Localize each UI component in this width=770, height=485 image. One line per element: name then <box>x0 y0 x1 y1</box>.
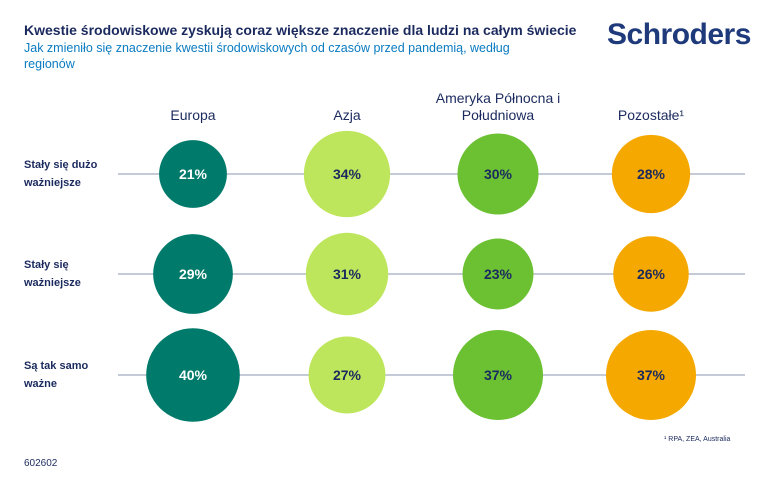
bubble <box>611 134 691 214</box>
data-label: 34% <box>333 166 362 182</box>
column-label: Pozostałe¹ <box>617 107 685 123</box>
column-label: Ameryka Północna i Południowa <box>435 90 561 123</box>
bubble <box>613 236 689 312</box>
data-label: 26% <box>637 266 666 282</box>
bubble <box>159 140 227 208</box>
column-label: Europa <box>170 107 216 123</box>
bubble <box>153 234 233 314</box>
chart-subtitle: Jak zmieniło się znaczenie kwestii środo… <box>24 41 510 71</box>
data-label: 23% <box>484 266 513 282</box>
data-label: 37% <box>484 367 513 383</box>
bubble <box>457 133 539 215</box>
data-label: 30% <box>484 166 513 182</box>
schroders-logo: Schroders <box>607 18 751 51</box>
data-label: 40% <box>179 367 208 383</box>
data-label: 31% <box>333 266 362 282</box>
row-label: Stały się ważniejsze <box>24 259 81 289</box>
bubble <box>308 336 386 414</box>
bubble <box>605 329 697 421</box>
chart-title: Kwestie środowiskowe zyskują coraz więks… <box>24 22 577 38</box>
column-label: Azja <box>333 107 361 123</box>
bubble <box>146 328 240 422</box>
data-label: 27% <box>333 367 362 383</box>
bubble <box>305 232 389 316</box>
row-label: Są tak samo ważne <box>24 360 89 390</box>
row-label: Stały się dużo ważniejsze <box>24 159 98 189</box>
data-label: 29% <box>179 266 208 282</box>
data-label: 28% <box>637 166 666 182</box>
bubble <box>452 329 544 421</box>
bubble <box>462 238 534 310</box>
bubble <box>303 130 391 218</box>
data-label: 37% <box>637 367 666 383</box>
footnote: ¹ RPA, ZEA, Australia <box>664 436 731 443</box>
data-label: 21% <box>179 166 208 182</box>
document-code: 602602 <box>24 458 58 469</box>
